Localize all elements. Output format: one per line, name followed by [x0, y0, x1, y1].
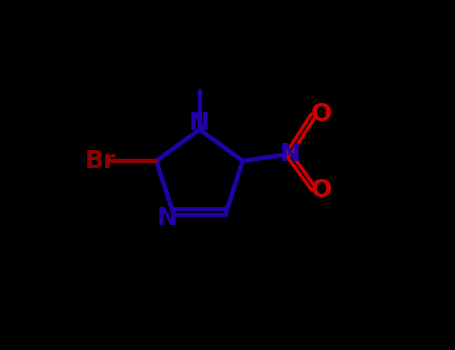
Text: N: N — [157, 206, 178, 230]
Text: O: O — [310, 102, 332, 126]
Text: N: N — [189, 111, 210, 135]
Text: Br: Br — [85, 149, 116, 173]
Text: O: O — [310, 178, 332, 202]
Text: N: N — [279, 142, 300, 166]
